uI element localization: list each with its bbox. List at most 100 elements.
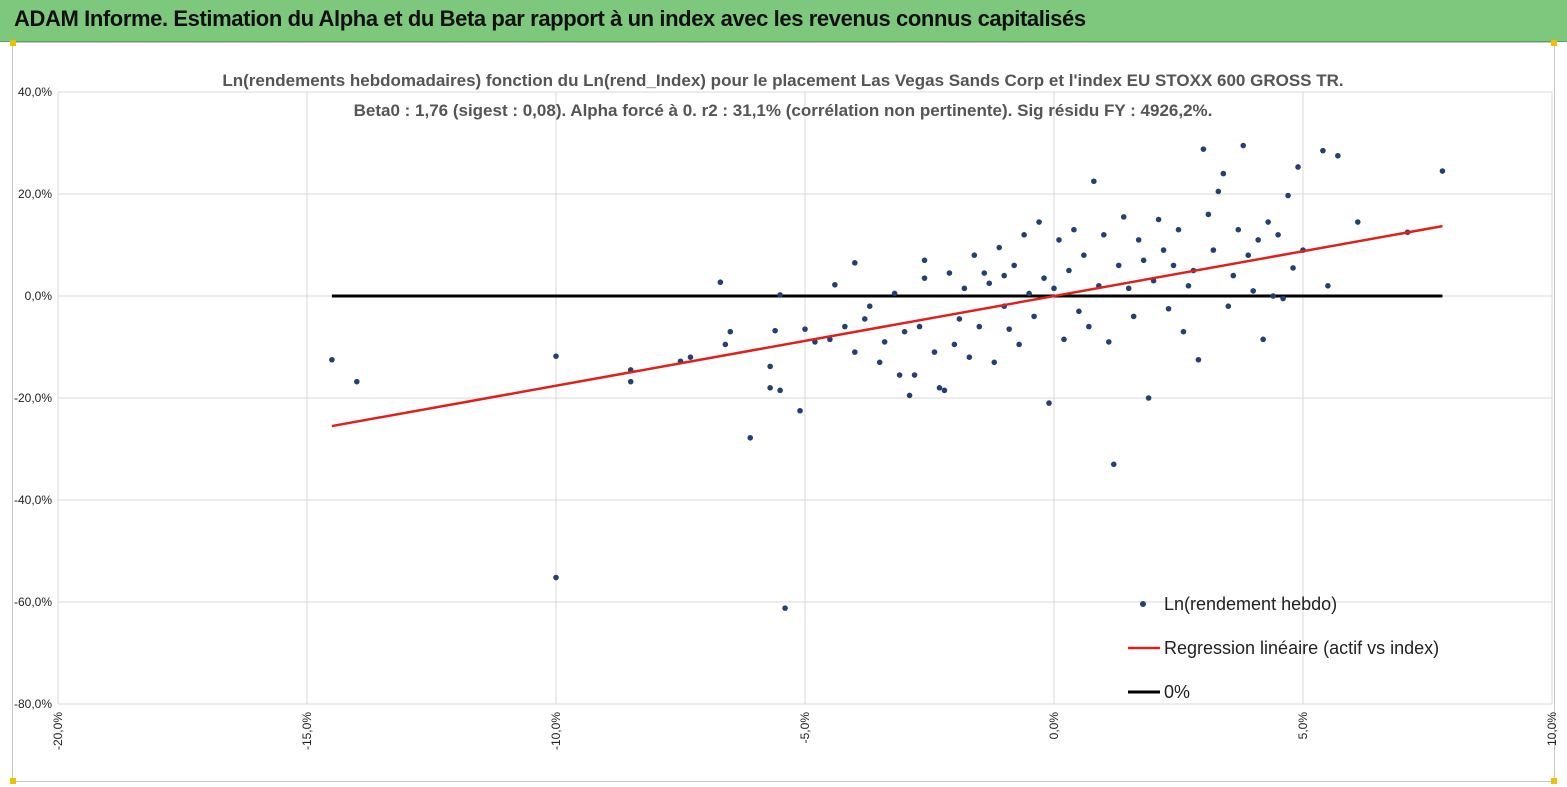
data-point bbox=[1295, 164, 1301, 170]
data-point bbox=[717, 279, 724, 286]
data-point bbox=[1240, 142, 1247, 149]
legend-label: Regression linéaire (actif vs index) bbox=[1164, 638, 1439, 658]
data-point bbox=[876, 359, 883, 366]
data-point bbox=[1115, 262, 1122, 269]
data-point bbox=[1056, 237, 1062, 243]
data-point bbox=[727, 328, 734, 335]
report-banner: ADAM Informe. Estimation du Alpha et du … bbox=[0, 0, 1567, 42]
data-point bbox=[896, 372, 903, 378]
data-point bbox=[782, 605, 788, 611]
series-layer bbox=[329, 142, 1446, 611]
legend-label: 0% bbox=[1164, 682, 1190, 702]
data-point bbox=[1335, 152, 1341, 159]
data-point bbox=[1165, 305, 1172, 312]
data-point bbox=[861, 316, 868, 322]
x-tick-label: 10,0% bbox=[1545, 712, 1559, 746]
data-point bbox=[1270, 293, 1276, 299]
data-point bbox=[1245, 252, 1252, 258]
data-point bbox=[767, 363, 773, 370]
data-point bbox=[1290, 265, 1296, 271]
data-point bbox=[1130, 313, 1137, 320]
data-point bbox=[936, 385, 943, 391]
data-point bbox=[827, 336, 833, 343]
resize-handle-top-right[interactable] bbox=[1551, 40, 1557, 46]
data-point bbox=[832, 281, 838, 288]
data-point bbox=[986, 280, 993, 287]
chart-title-line2: Beta0 : 1,76 (sigest : 0,08). Alpha forc… bbox=[354, 101, 1213, 120]
data-point bbox=[921, 257, 928, 264]
chart-title-line1: Ln(rendements hebdomadaires) fonction du… bbox=[222, 71, 1343, 90]
legend: Ln(rendement hebdo) Regression linéaire (… bbox=[1128, 594, 1439, 702]
data-point bbox=[1215, 188, 1222, 195]
data-point bbox=[1145, 395, 1152, 401]
data-point bbox=[797, 407, 803, 414]
y-tick-label: 0,0% bbox=[25, 289, 53, 303]
resize-handle-bottom-right[interactable] bbox=[1551, 778, 1557, 784]
data-point bbox=[1155, 216, 1162, 223]
resize-handle-top-left[interactable] bbox=[10, 40, 16, 46]
grid bbox=[57, 91, 1553, 705]
data-point bbox=[777, 292, 783, 298]
data-point bbox=[931, 349, 938, 355]
data-point bbox=[1125, 285, 1132, 292]
data-point bbox=[1160, 247, 1167, 253]
data-point bbox=[1260, 336, 1266, 343]
data-point bbox=[852, 349, 858, 355]
data-point bbox=[981, 270, 988, 276]
data-point bbox=[1076, 308, 1082, 315]
legend-marker-points bbox=[1140, 601, 1146, 607]
data-point bbox=[1101, 232, 1107, 238]
x-tick-label: -20,0% bbox=[51, 712, 65, 750]
data-point bbox=[1175, 226, 1182, 233]
data-point bbox=[1195, 356, 1202, 363]
data-point bbox=[767, 385, 773, 391]
data-point bbox=[951, 341, 958, 348]
data-point bbox=[1105, 339, 1112, 345]
data-point bbox=[1026, 290, 1032, 297]
data-point bbox=[1046, 400, 1052, 406]
data-point bbox=[1180, 328, 1187, 335]
data-point bbox=[1280, 295, 1286, 302]
data-point bbox=[1250, 288, 1256, 294]
data-point bbox=[1255, 237, 1261, 243]
x-tick-label: -5,0% bbox=[798, 712, 812, 744]
data-point bbox=[553, 574, 559, 581]
data-point bbox=[1140, 257, 1147, 264]
data-point bbox=[1265, 219, 1271, 225]
data-point bbox=[956, 316, 963, 322]
data-point bbox=[722, 341, 729, 348]
data-point bbox=[966, 354, 973, 361]
data-point bbox=[687, 354, 694, 361]
data-point bbox=[1061, 336, 1067, 343]
data-point bbox=[891, 290, 898, 297]
data-point bbox=[976, 323, 983, 330]
data-point bbox=[866, 303, 873, 310]
data-point bbox=[329, 356, 335, 363]
data-point bbox=[842, 323, 848, 330]
data-point bbox=[1230, 272, 1237, 279]
data-point bbox=[911, 372, 918, 378]
data-point bbox=[553, 353, 559, 359]
data-point bbox=[1066, 267, 1072, 274]
data-point bbox=[991, 359, 998, 366]
data-point bbox=[971, 252, 978, 258]
data-point bbox=[1041, 275, 1047, 281]
data-point bbox=[1320, 147, 1326, 154]
data-point bbox=[961, 285, 968, 292]
data-point bbox=[1081, 252, 1087, 258]
report-title: ADAM Informe. Estimation du Alpha et du … bbox=[14, 6, 1086, 31]
data-point bbox=[901, 328, 908, 335]
data-point bbox=[1220, 170, 1227, 177]
data-point bbox=[941, 387, 948, 394]
data-point bbox=[1285, 192, 1291, 199]
data-point bbox=[1185, 283, 1192, 289]
x-tick-label: -15,0% bbox=[300, 712, 314, 750]
data-point bbox=[1006, 326, 1012, 332]
data-point bbox=[946, 270, 953, 276]
data-point bbox=[1135, 237, 1142, 243]
data-point bbox=[1200, 146, 1207, 152]
regression-line bbox=[331, 224, 1443, 428]
resize-handle-bottom-left[interactable] bbox=[10, 778, 16, 784]
data-point bbox=[1354, 219, 1361, 225]
